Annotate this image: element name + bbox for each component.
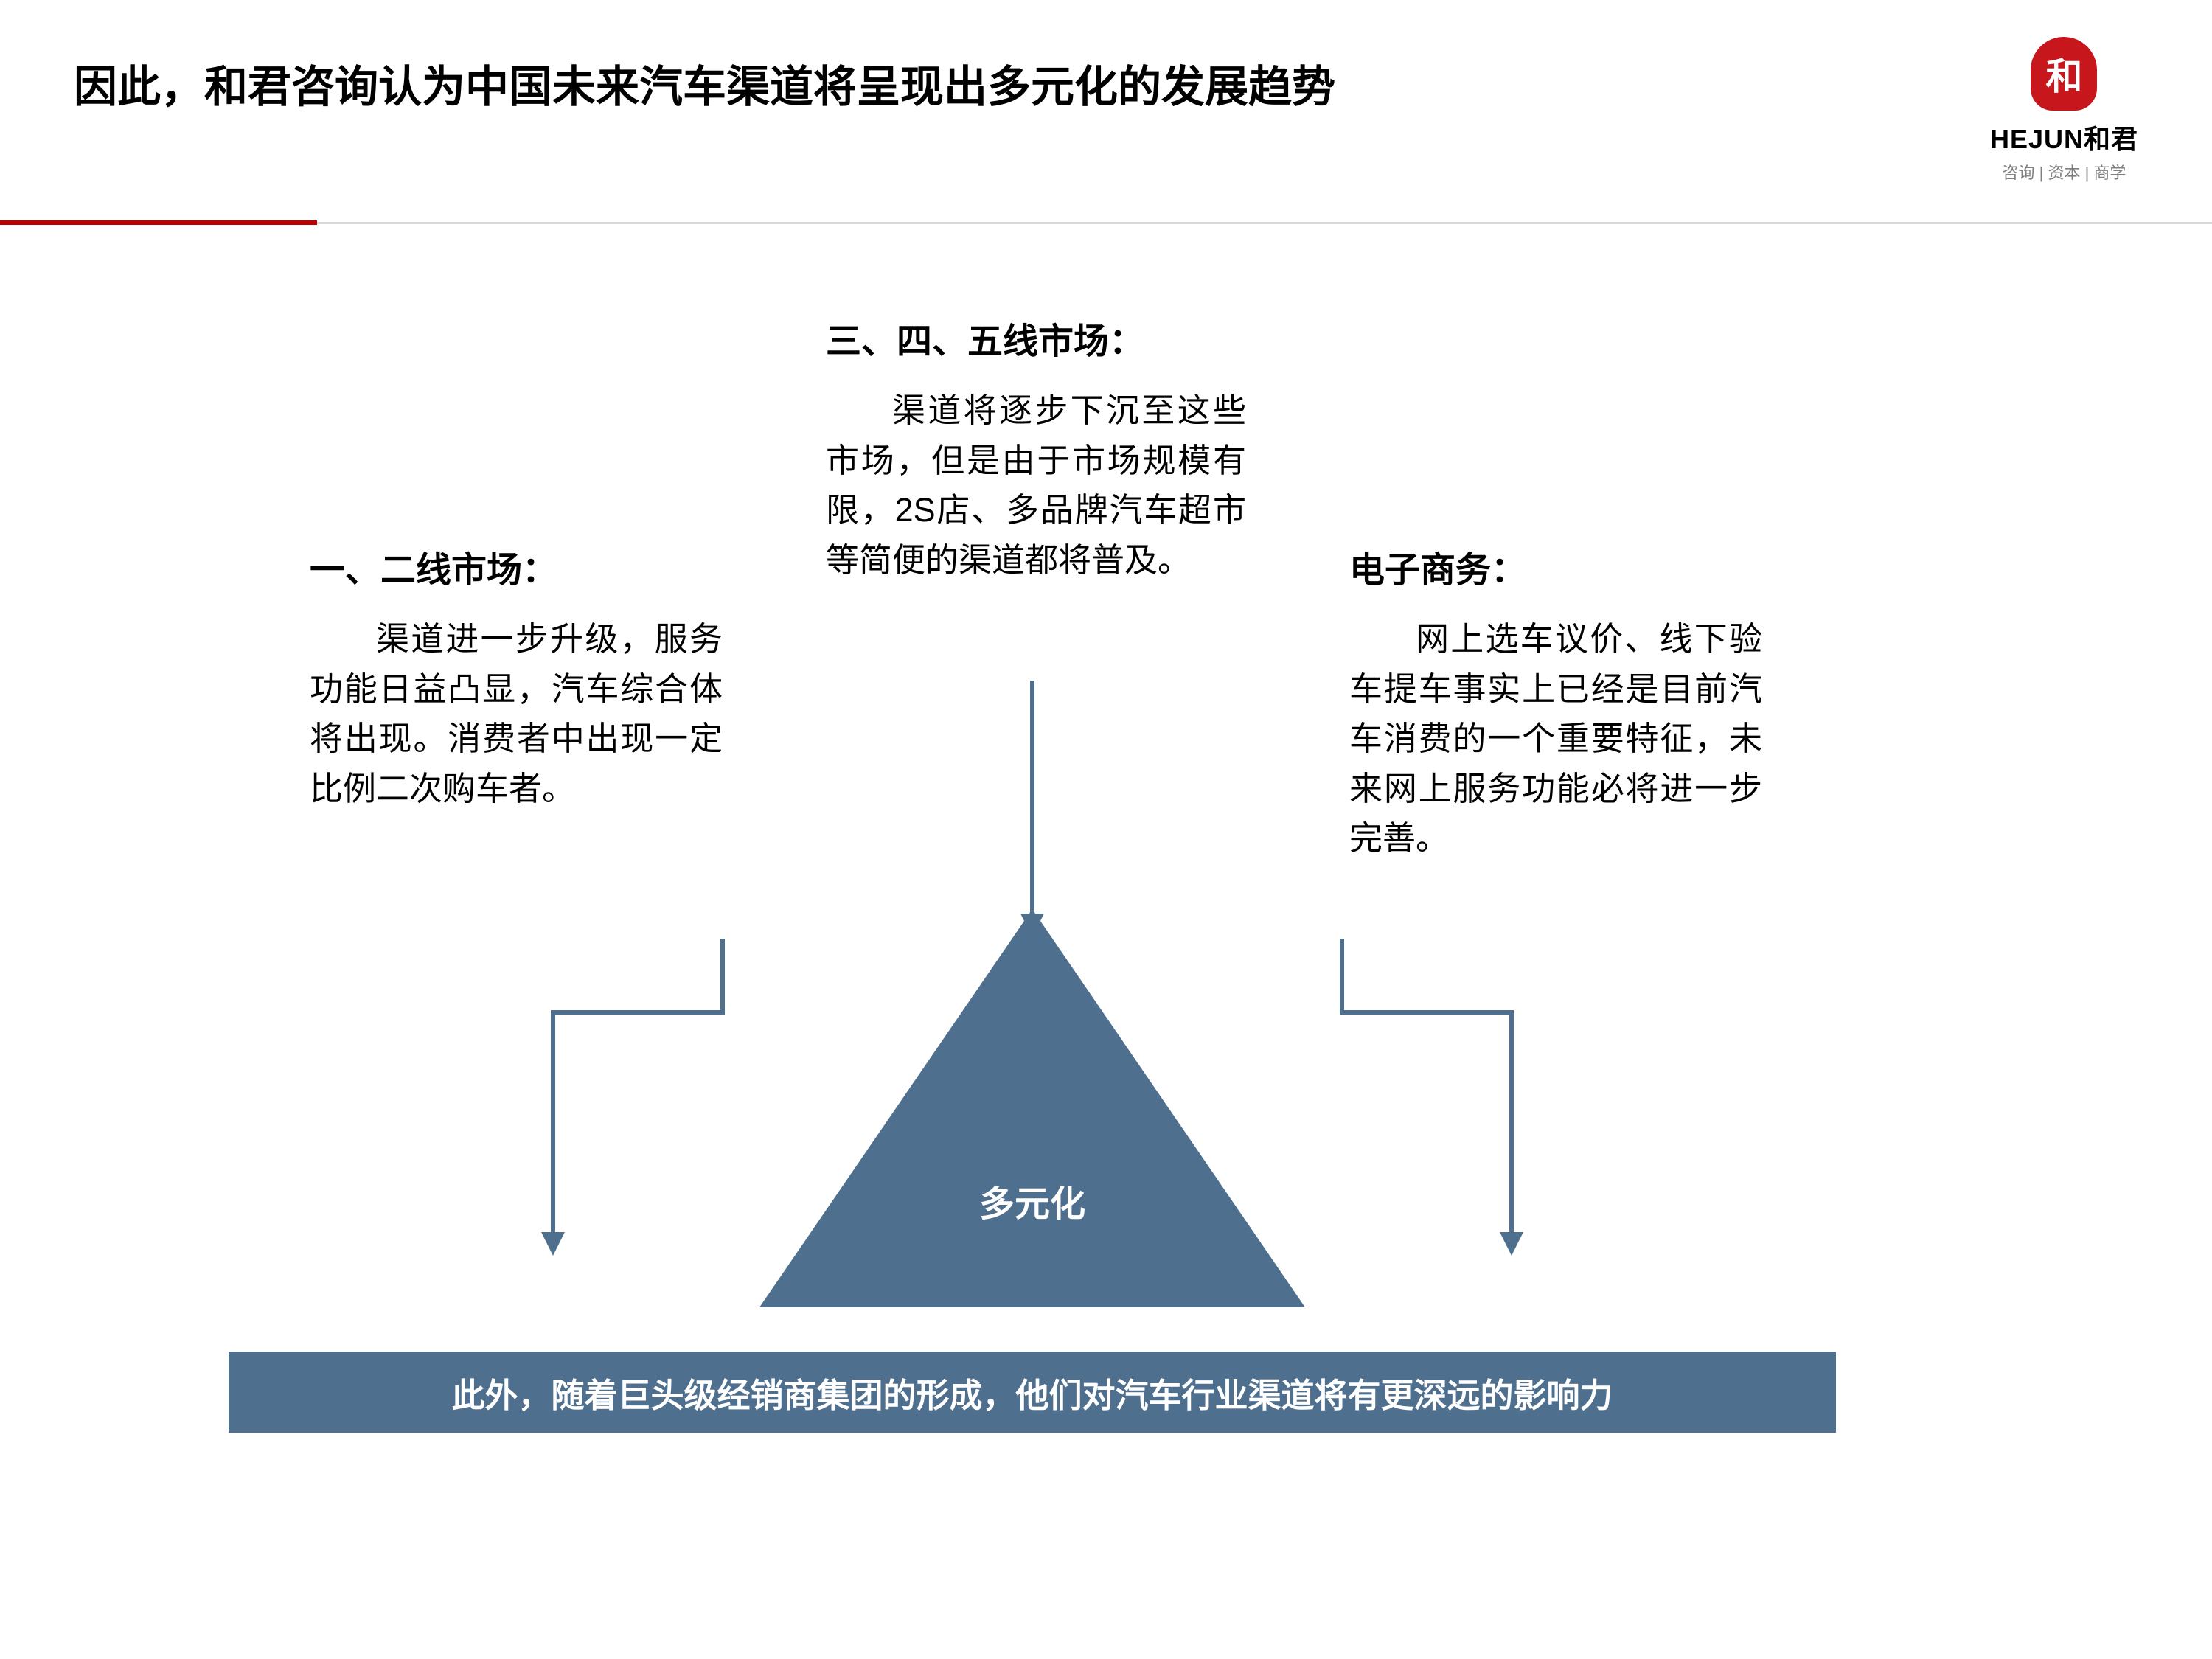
logo-area: 和 HEJUN和君 咨询 | 资本 | 商学 [1990, 37, 2138, 184]
content-area: 一、二线市场： 渠道进一步升级，服务功能日益凸显，汽车综合体将出现。消费者中出现… [0, 282, 2212, 1536]
section-tier345-title: 三、四、五线市场： [826, 312, 1246, 364]
page-title: 因此，和君咨询认为中国未来汽车渠道将呈现出多元化的发展趋势 [74, 52, 1335, 114]
section-tier12-market: 一、二线市场： 渠道进一步升级，服务功能日益凸显，汽车综合体将出现。消费者中出现… [310, 540, 723, 813]
divider-red-segment [0, 220, 317, 225]
section-ecommerce: 电子商务： 网上选车议价、线下验车提车事实上已经是目前汽车消费的一个重要特征，未… [1349, 540, 1762, 863]
header: 因此，和君咨询认为中国未来汽车渠道将呈现出多元化的发展趋势 和 HEJUN和君 … [0, 0, 2212, 213]
logo-brand-text: HEJUN和君 [1990, 118, 2138, 156]
arrow-right [1327, 939, 1534, 1263]
logo-seal-char: 和 [2045, 47, 2082, 100]
triangle-diversification [759, 909, 1305, 1307]
section-tier12-body: 渠道进一步升级，服务功能日益凸显，汽车综合体将出现。消费者中出现一定比例二次购车… [310, 614, 723, 813]
section-ecommerce-title: 电子商务： [1349, 540, 1762, 592]
header-divider [0, 220, 2212, 223]
section-ecommerce-body: 网上选车议价、线下验车提车事实上已经是目前汽车消费的一个重要特征，未来网上服务功… [1349, 614, 1762, 863]
divider-gray-segment [317, 222, 2212, 224]
arrow-mid [1010, 681, 1054, 939]
triangle-label: 多元化 [885, 1175, 1180, 1226]
section-tier345-body: 渠道将逐步下沉至这些市场，但是由于市场规模有限，2S店、多品牌汽车超市等简便的渠… [826, 386, 1246, 585]
section-tier12-title: 一、二线市场： [310, 540, 723, 592]
logo-seal-icon: 和 [2031, 37, 2097, 111]
logo-subtitle: 咨询 | 资本 | 商学 [2003, 160, 2126, 184]
bottom-bar: 此外，随着巨头级经销商集团的形成，他们对汽车行业渠道将有更深远的影响力 [229, 1352, 1836, 1433]
section-tier345-market: 三、四、五线市场： 渠道将逐步下沉至这些市场，但是由于市场规模有限，2S店、多品… [826, 312, 1246, 585]
arrow-left [531, 939, 737, 1263]
logo-brand-cn: 和君 [2084, 124, 2138, 154]
logo-brand-en: HEJUN [1990, 124, 2084, 154]
bottom-bar-text: 此外，随着巨头级经销商集团的形成，他们对汽车行业渠道将有更深远的影响力 [451, 1368, 1613, 1416]
